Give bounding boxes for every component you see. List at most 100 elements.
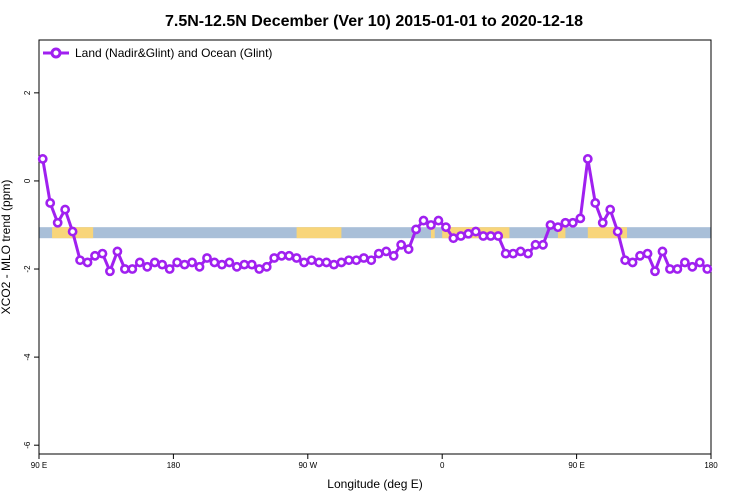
- data-point: [508, 248, 519, 259]
- data-point: [485, 231, 496, 241]
- x-tick-label: 0: [440, 461, 445, 470]
- data-point: [299, 257, 309, 268]
- data-point: [75, 255, 85, 266]
- data-point: [67, 226, 78, 237]
- data-point: [455, 231, 466, 241]
- data-point: [343, 255, 354, 266]
- data-point: [381, 246, 392, 257]
- data-point: [650, 266, 660, 277]
- x-tick-label: 180: [167, 461, 181, 470]
- data-point: [187, 257, 197, 268]
- data-point: [575, 213, 586, 224]
- data-point: [149, 257, 160, 268]
- data-point: [269, 253, 280, 263]
- data-point: [694, 257, 705, 268]
- data-point: [37, 154, 48, 164]
- data-point: [261, 261, 272, 272]
- y-tick-label: -6: [23, 441, 32, 449]
- data-point: [254, 264, 265, 274]
- data-point: [433, 215, 444, 226]
- data-point: [620, 255, 631, 266]
- data-point: [672, 264, 683, 274]
- data-point: [635, 250, 645, 261]
- data-point: [179, 259, 190, 270]
- data-point: [597, 217, 608, 228]
- data-point: [463, 228, 474, 239]
- x-tick-label: 90 E: [31, 461, 47, 470]
- plot-frame: [38, 39, 712, 455]
- data-point: [657, 246, 668, 257]
- data-point: [321, 257, 332, 268]
- data-point: [373, 248, 384, 259]
- data-point: [276, 250, 287, 261]
- data-point: [627, 257, 638, 268]
- data-point: [582, 154, 593, 164]
- x-axis-label: Longitude (deg E): [327, 477, 422, 491]
- y-axis: 2 0 -2 -4 -6: [23, 90, 39, 449]
- series-layer: [37, 154, 713, 277]
- data-point: [209, 257, 220, 268]
- data-point: [329, 259, 339, 270]
- data-point: [336, 257, 347, 268]
- data-point: [239, 259, 250, 270]
- legend: Land (Nadir&Glint) and Ocean (Glint): [43, 46, 272, 60]
- data-point: [515, 246, 526, 257]
- y-axis-label: XCO2 - MLO trend (ppm): [0, 180, 13, 315]
- data-point: [665, 264, 675, 274]
- ocean-band: [39, 227, 711, 239]
- data-point: [500, 248, 511, 259]
- data-point: [142, 261, 153, 272]
- data-point: [411, 224, 421, 235]
- data-point: [164, 264, 175, 274]
- data-point: [224, 257, 235, 268]
- data-point: [642, 248, 653, 259]
- data-point: [314, 257, 324, 268]
- data-point: [351, 255, 362, 266]
- land-segment: [587, 227, 627, 239]
- data-point: [60, 204, 71, 215]
- data-point: [418, 215, 429, 226]
- data-point: [388, 250, 399, 261]
- data-point: [687, 261, 698, 272]
- data-point: [470, 226, 481, 237]
- data-point: [134, 257, 145, 268]
- data-point: [157, 259, 168, 270]
- data-point: [90, 250, 100, 261]
- data-point: [119, 264, 130, 274]
- data-point: [194, 261, 205, 272]
- x-tick-label: 90 W: [298, 461, 317, 470]
- legend-label: Land (Nadir&Glint) and Ocean (Glint): [75, 46, 272, 60]
- data-point: [567, 217, 578, 228]
- data-point: [127, 264, 138, 274]
- data-point: [538, 239, 548, 250]
- data-point: [306, 255, 317, 266]
- data-point: [172, 257, 183, 268]
- data-point: [82, 257, 93, 268]
- y-tick-label: 0: [23, 178, 32, 183]
- data-point: [493, 231, 504, 241]
- data-point: [590, 198, 601, 208]
- plot-area: [37, 39, 713, 455]
- data-point: [396, 239, 407, 250]
- y-tick-label: 2: [23, 90, 32, 95]
- data-point: [612, 226, 623, 237]
- data-point: [52, 217, 63, 228]
- data-point: [403, 244, 414, 255]
- data-point: [523, 248, 533, 259]
- data-point: [553, 222, 563, 233]
- y-tick-label: -4: [23, 353, 32, 361]
- data-point: [358, 253, 369, 263]
- x-axis: 90 E 180 90 W 0 90 E 180: [31, 454, 718, 470]
- data-point: [291, 253, 302, 263]
- land-segment: [296, 227, 342, 239]
- data-point: [105, 266, 115, 277]
- data-point: [560, 217, 571, 228]
- x-tick-label: 180: [704, 461, 718, 470]
- land-mask-band: [39, 227, 711, 239]
- land-segment: [431, 227, 435, 239]
- data-point: [426, 220, 436, 230]
- data-point: [246, 259, 257, 270]
- data-point: [284, 250, 295, 261]
- data-point: [217, 259, 227, 270]
